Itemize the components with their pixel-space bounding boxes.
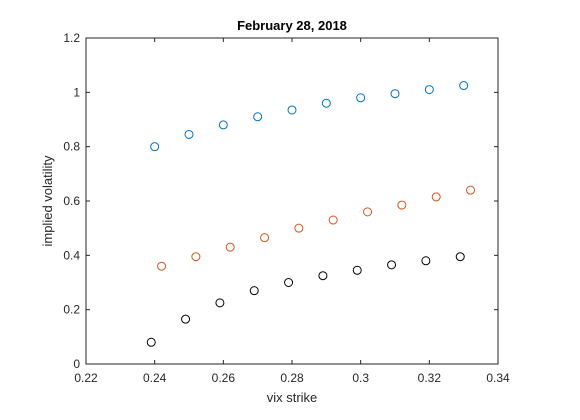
data-point xyxy=(363,207,373,217)
data-point xyxy=(181,314,191,324)
y-tick-label: 0 xyxy=(73,357,80,371)
y-tick-label: 0.4 xyxy=(63,248,80,262)
data-point xyxy=(318,271,328,281)
y-tick-label: 0.8 xyxy=(63,140,80,154)
data-point xyxy=(321,98,331,108)
data-point xyxy=(328,215,338,225)
x-tick-label: 0.3 xyxy=(352,371,369,385)
data-points xyxy=(146,81,476,347)
y-tick-label: 1.2 xyxy=(63,31,80,45)
data-point xyxy=(421,256,431,266)
data-point xyxy=(157,261,167,271)
x-axis-label: vix strike xyxy=(267,390,318,405)
data-point xyxy=(218,120,228,130)
data-point xyxy=(352,265,362,275)
data-point xyxy=(146,337,156,347)
x-tick-label: 0.34 xyxy=(486,371,510,385)
data-point xyxy=(284,278,294,287)
data-point xyxy=(431,192,441,202)
data-point xyxy=(390,89,400,99)
series-1 xyxy=(150,81,469,152)
data-point xyxy=(253,112,263,122)
data-point xyxy=(387,260,397,270)
x-tick-label: 0.26 xyxy=(212,371,236,385)
x-tick-label: 0.32 xyxy=(418,371,442,385)
y-tick-label: 1 xyxy=(73,85,80,99)
chart-title: February 28, 2018 xyxy=(237,18,347,33)
data-point xyxy=(424,85,434,95)
axis-ticks: 0.22 0.24 0.26 0.28 0.3 0.32 0.34 0 0.2 0.4 0.6 0.8… xyxy=(63,31,510,385)
data-point xyxy=(260,233,270,243)
data-point xyxy=(459,81,469,91)
data-point xyxy=(215,298,225,308)
data-point xyxy=(294,223,304,233)
y-axis-label: implied volatility xyxy=(40,155,55,247)
data-point xyxy=(356,93,366,103)
series-3 xyxy=(146,252,465,347)
data-point xyxy=(191,252,201,262)
data-point xyxy=(466,185,476,195)
x-tick-label: 0.28 xyxy=(280,371,304,385)
x-tick-label: 0.24 xyxy=(143,371,167,385)
data-point xyxy=(287,105,297,115)
data-point xyxy=(184,129,194,139)
series-2 xyxy=(157,185,476,271)
plot-area xyxy=(85,37,499,365)
y-tick-label: 0.6 xyxy=(63,194,80,208)
y-tick-label: 0.2 xyxy=(63,303,80,317)
data-point xyxy=(150,142,160,152)
data-point xyxy=(455,252,465,262)
data-point xyxy=(397,200,407,210)
data-point xyxy=(225,242,235,252)
data-point xyxy=(249,286,259,296)
x-tick-label: 0.22 xyxy=(74,371,98,385)
